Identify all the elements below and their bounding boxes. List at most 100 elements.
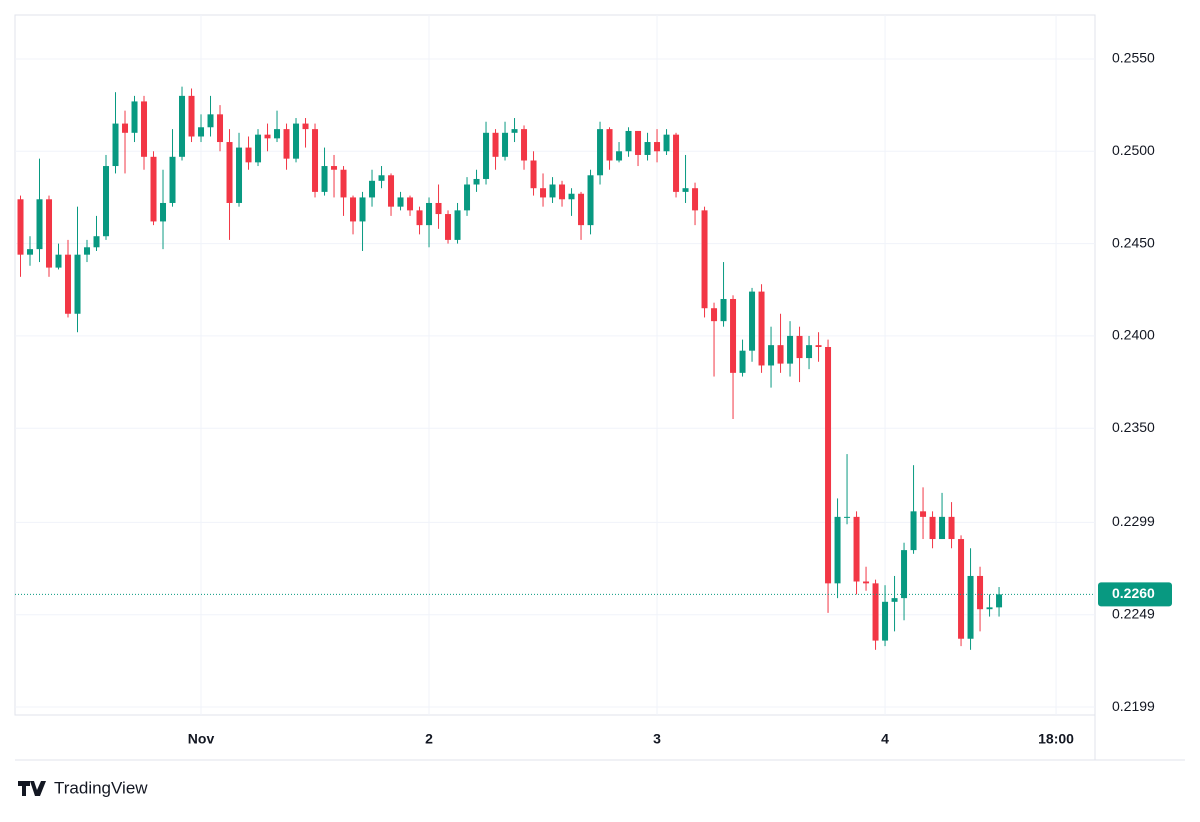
x-tick-label: Nov [188,731,215,747]
candle-body [131,101,138,133]
candle-body [587,175,594,226]
candle-body [578,193,585,226]
candle-body [616,151,623,161]
candle-body [502,132,509,157]
labels: 0.2550 0.2500 0.2450 0.2400 0.2350 0.2299 0.22… [188,50,1172,747]
candle-body [483,132,490,179]
candle-body [996,594,1003,608]
candle-body [65,254,72,314]
candle-body [663,134,670,152]
candle-body [302,123,309,130]
candle-body [274,129,281,139]
candle-body [464,184,471,211]
candle-body [986,607,993,610]
y-tick-label: 0.2249 [1112,605,1155,621]
candle-body [882,601,889,641]
candle-body [853,516,860,582]
candle-body [293,123,300,159]
candle-body [530,160,537,189]
candle-body [179,95,186,157]
x-tick-label: 4 [881,731,889,747]
candle-body [910,511,917,551]
candle-body [730,298,737,373]
candle-body [815,345,822,347]
candle-body [635,130,642,155]
candle-body [397,197,404,207]
candle-body [758,291,765,366]
candle-body [17,199,24,255]
candle-body [977,575,984,610]
candle-body [46,199,53,268]
candle-body [141,101,148,157]
y-tick-label: 0.2299 [1112,513,1155,529]
candle-body [958,539,965,639]
last-price-box [1098,582,1172,607]
candle-body [682,188,689,192]
candle-body [169,156,176,203]
y-tick-label: 0.2450 [1112,234,1155,250]
brand: TradingView [54,778,148,797]
candle-body [692,188,699,211]
y-tick-label: 0.2500 [1112,142,1155,158]
candle-body [787,335,794,364]
candle-body [388,175,395,207]
candle-body [160,202,167,222]
candle-body [264,134,271,139]
x-tick-label: 18:00 [1038,731,1074,747]
candle-body [834,516,841,584]
candle-body [188,95,195,137]
candle-body [407,197,414,211]
candle-body [549,184,556,198]
candle-body [739,350,746,373]
candle-body [806,345,813,359]
candle-body [492,132,499,157]
y-tick-label: 0.2400 [1112,327,1155,343]
candle-body [312,129,319,192]
candle-body [331,166,338,170]
candle-body [454,210,461,240]
candle-body [644,142,651,155]
candle-body [872,583,879,641]
candle-body [521,129,528,161]
y-tick-label: 0.2199 [1112,698,1155,714]
candle-body [426,202,433,226]
candles [15,86,1095,650]
candle-body [36,199,43,250]
candle-body [920,511,927,517]
logo-icon [18,781,46,796]
candle-body [226,142,233,203]
candle-body [929,516,936,540]
candle-body [673,134,680,192]
candle-body [122,123,129,133]
candle-body [207,114,214,128]
candle-body [74,254,81,314]
candle-body [359,197,366,222]
candle-body [55,254,62,268]
candle-body [939,516,946,540]
candle-body [93,236,100,248]
candle-body [103,166,110,237]
candle-body [891,598,898,602]
candle-body [863,581,870,584]
candle-body [701,210,708,309]
candle-body [340,169,347,198]
candle-body [445,214,452,240]
candle-body [435,202,442,215]
candle-body [84,247,91,255]
candle-body [321,166,328,192]
candle-body [473,178,480,185]
x-tick-label: 2 [425,731,433,747]
candle-body [825,346,832,584]
candle-body [283,129,290,159]
candle-body [416,210,423,226]
candle-body [378,175,385,181]
y-tick-label: 0.2350 [1112,419,1155,435]
candle-body [112,123,119,167]
candle-body [654,142,661,152]
candle-body [559,184,566,200]
candle-body [720,298,727,322]
x-tick-label: 3 [653,731,661,747]
candle-body [597,129,604,176]
candle-body [198,127,205,137]
